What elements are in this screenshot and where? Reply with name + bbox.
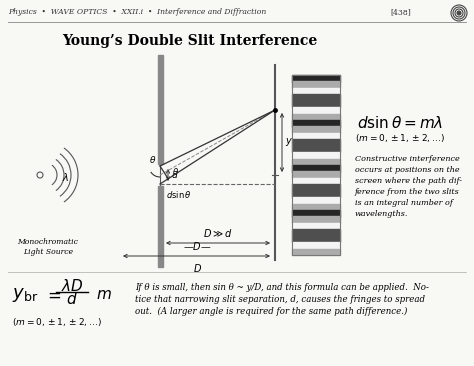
Bar: [292, 75, 340, 255]
Bar: [292, 191, 340, 197]
Text: Monochromatic
Light Source: Monochromatic Light Source: [18, 238, 78, 257]
Circle shape: [458, 12, 460, 14]
Text: $y_{\rm br}$: $y_{\rm br}$: [12, 286, 38, 304]
Bar: [292, 236, 340, 242]
Bar: [292, 165, 340, 172]
Bar: [292, 171, 340, 178]
Bar: [292, 184, 340, 191]
Bar: [292, 88, 340, 94]
Bar: [292, 101, 340, 108]
Text: [438]: [438]: [390, 8, 411, 16]
Bar: [292, 107, 340, 114]
Bar: [292, 203, 340, 210]
Text: $d$: $d$: [171, 169, 179, 180]
Bar: [158, 186, 163, 267]
Bar: [292, 146, 340, 153]
Bar: [292, 216, 340, 223]
Text: $\lambda$: $\lambda$: [63, 171, 70, 183]
Text: Constructive interference
occurs at positions on the
screen where the path dif-
: Constructive interference occurs at posi…: [355, 155, 462, 218]
Bar: [292, 120, 340, 127]
Text: Physics  •  WAVE OPTICS  •  XXII.i  •  Interference and Diffraction: Physics • WAVE OPTICS • XXII.i • Interfe…: [8, 8, 266, 16]
Text: $( m = 0, \pm 1, \pm 2, \ldots )$: $( m = 0, \pm 1, \pm 2, \ldots )$: [355, 132, 445, 144]
Text: $m$: $m$: [96, 288, 112, 302]
Bar: [158, 55, 163, 164]
Text: $=$: $=$: [44, 287, 61, 303]
Text: $\lambda D$: $\lambda D$: [61, 278, 83, 294]
Bar: [292, 242, 340, 249]
Text: $( m = 0, \pm 1, \pm 2, \ldots )$: $( m = 0, \pm 1, \pm 2, \ldots )$: [12, 316, 102, 328]
Bar: [292, 152, 340, 159]
Text: $d \sin\theta = m\lambda$: $d \sin\theta = m\lambda$: [357, 115, 443, 131]
Text: $D \gg d$: $D \gg d$: [202, 227, 232, 239]
Text: Young’s Double Slit Interference: Young’s Double Slit Interference: [63, 34, 318, 48]
Text: tice that narrowing slit separation, d, causes the fringes to spread: tice that narrowing slit separation, d, …: [135, 295, 425, 304]
Bar: [292, 229, 340, 236]
Bar: [292, 197, 340, 204]
Bar: [292, 81, 340, 88]
Bar: [292, 139, 340, 146]
Text: $\theta$: $\theta$: [149, 154, 156, 165]
Text: $D$: $D$: [193, 262, 202, 274]
Bar: [292, 94, 340, 101]
Text: $d \sin\theta$: $d \sin\theta$: [166, 189, 192, 200]
Bar: [292, 113, 340, 120]
Text: If θ is small, then sin θ ~ y/D, and this formula can be applied.  No-: If θ is small, then sin θ ~ y/D, and thi…: [135, 283, 429, 292]
Text: $—D—$: $—D—$: [183, 240, 212, 252]
Bar: [292, 75, 340, 82]
Text: $y$: $y$: [285, 137, 293, 149]
Bar: [292, 133, 340, 139]
Text: $\theta$: $\theta$: [172, 166, 179, 177]
Bar: [292, 223, 340, 229]
Bar: [292, 126, 340, 133]
Bar: [292, 178, 340, 184]
Bar: [292, 249, 340, 255]
Bar: [292, 210, 340, 217]
Bar: [292, 158, 340, 165]
Text: out.  (A larger angle is required for the same path difference.): out. (A larger angle is required for the…: [135, 307, 407, 316]
Text: $d$: $d$: [66, 291, 78, 307]
